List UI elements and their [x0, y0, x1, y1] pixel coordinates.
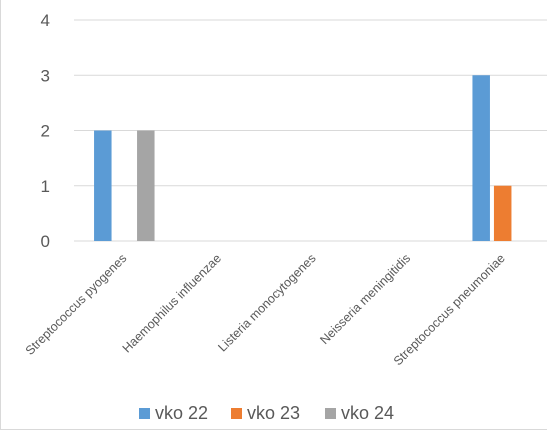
x-tick-label: Streptococcus pneumoniae [391, 251, 508, 368]
bar-vko-22-4 [472, 75, 490, 241]
legend-swatch [231, 408, 242, 419]
x-tick-label: Haemophilus influenzae [120, 251, 224, 355]
bar-vko-24-0 [137, 130, 155, 241]
y-tick-label: 3 [41, 66, 50, 85]
legend: vko 22 vko 23 vko 24 [139, 403, 394, 423]
bar-vko-23-4 [493, 185, 512, 241]
legend-swatch [325, 408, 336, 419]
y-axis-ticks: 0 1 2 3 4 [41, 11, 50, 251]
legend-swatch [139, 408, 150, 419]
x-tick-label: Streptococcus pyogenes [23, 251, 130, 358]
y-tick-label: 2 [41, 122, 50, 141]
y-tick-label: 0 [41, 232, 50, 251]
bar-vko-22-0 [94, 130, 112, 241]
x-tick-label: Listeria monocytogenes [215, 251, 318, 354]
x-tick-label: Neisseria meningitidis [317, 251, 413, 347]
legend-label: vko 24 [341, 403, 394, 423]
legend-label: vko 23 [247, 403, 300, 423]
bars [94, 75, 512, 241]
legend-label: vko 22 [155, 403, 208, 423]
y-tick-label: 4 [41, 11, 50, 30]
y-tick-label: 1 [41, 177, 50, 196]
